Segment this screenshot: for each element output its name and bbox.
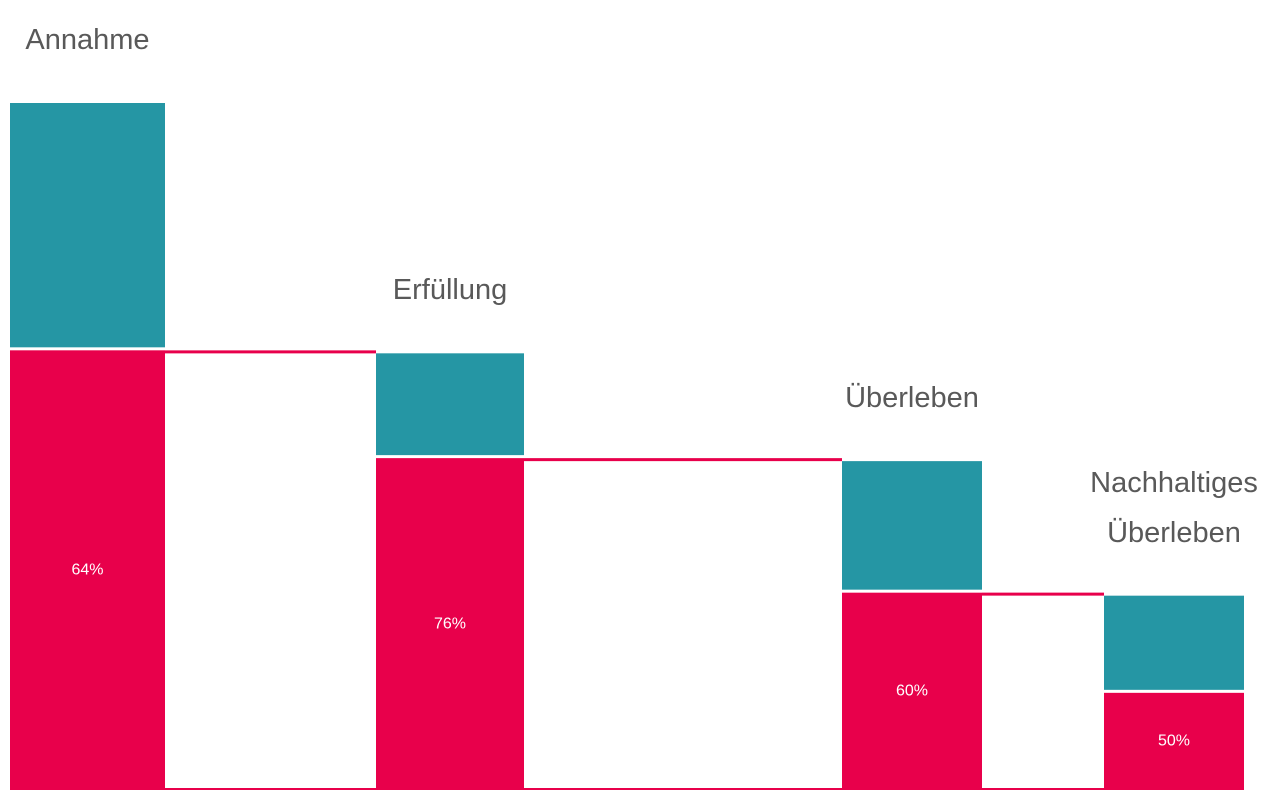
category-label: Überleben — [845, 382, 979, 415]
bar — [842, 592, 982, 790]
bar — [10, 350, 165, 790]
value-label: 50% — [1158, 733, 1190, 750]
bar-rest — [1104, 595, 1244, 690]
value-label: 60% — [896, 683, 928, 700]
value-label: 76% — [434, 615, 466, 632]
category-label: Annahme — [25, 24, 150, 56]
category-label: Erfüllung — [392, 274, 508, 307]
value-label: 64% — [71, 561, 103, 578]
bar-rest — [376, 353, 524, 456]
category-label: Nachhaltiges Überleben — [1090, 466, 1258, 549]
bar-rest — [10, 103, 165, 348]
bar — [1104, 692, 1244, 790]
bar — [376, 458, 524, 790]
bar-rest — [842, 461, 982, 590]
